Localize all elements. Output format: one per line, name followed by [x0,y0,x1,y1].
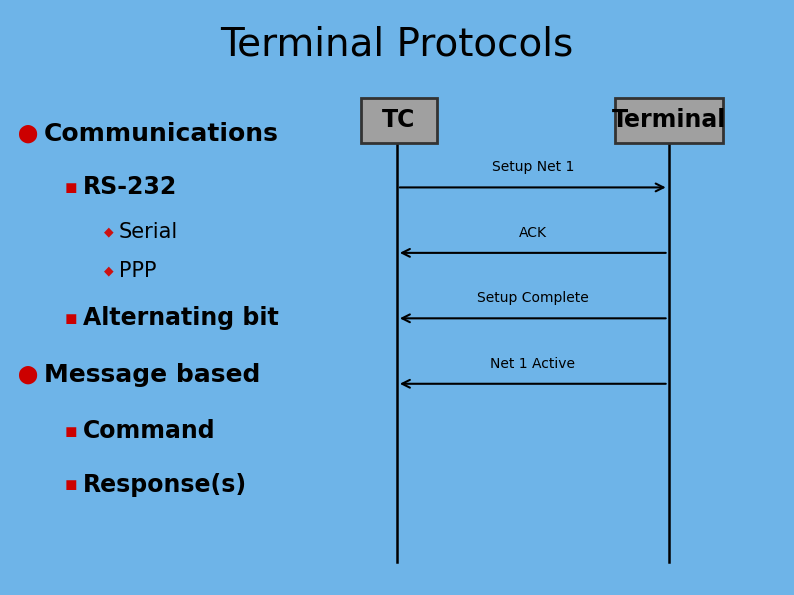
Text: ◆: ◆ [104,264,114,277]
Text: Serial: Serial [119,222,179,242]
Text: Response(s): Response(s) [83,473,248,497]
Text: ◼: ◼ [64,424,77,439]
Text: ⬤: ⬤ [17,125,37,143]
Text: Setup Net 1: Setup Net 1 [491,160,574,174]
Text: Net 1 Active: Net 1 Active [490,356,576,371]
Bar [361,98,437,143]
Text: ◼: ◼ [64,180,77,195]
Text: Command: Command [83,419,216,443]
Text: PPP: PPP [119,261,156,281]
Text: ◼: ◼ [64,311,77,326]
Text: Message based: Message based [44,363,260,387]
Text: Terminal: Terminal [611,108,727,133]
Text: ◼: ◼ [64,477,77,493]
Text: Communications: Communications [44,122,279,146]
Text: RS-232: RS-232 [83,176,178,199]
Text: Terminal Protocols: Terminal Protocols [221,26,573,64]
Text: ACK: ACK [518,226,547,240]
Text: ◆: ◆ [104,226,114,239]
Bar [615,98,723,143]
Text: ⬤: ⬤ [17,366,37,384]
Text: TC: TC [382,108,416,133]
Text: Alternating bit: Alternating bit [83,306,279,330]
Text: Setup Complete: Setup Complete [477,291,588,305]
